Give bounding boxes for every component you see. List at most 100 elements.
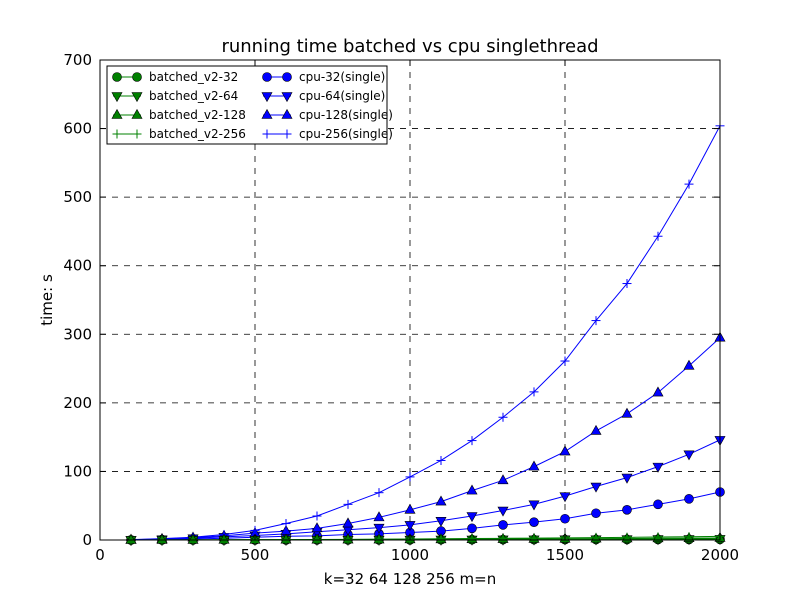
legend-entry: cpu-256(single)	[262, 127, 393, 141]
data-point	[343, 499, 353, 509]
legend-label: cpu-32(single)	[299, 70, 385, 84]
data-point	[591, 508, 601, 519]
x-tick-label: 1000	[391, 546, 429, 564]
x-tick-label: 2000	[701, 546, 739, 564]
data-point	[373, 511, 385, 522]
legend-marker	[111, 92, 123, 103]
y-tick-label: 700	[63, 51, 92, 69]
data-point	[621, 473, 633, 484]
data-point	[684, 494, 694, 504]
data-point	[497, 506, 509, 517]
data-point	[528, 500, 540, 511]
legend-entry: batched_v2-128	[111, 108, 246, 122]
x-axis-label: k=32 64 128 256 m=n	[324, 570, 496, 588]
data-point	[591, 533, 601, 543]
data-point	[498, 412, 508, 422]
legend-marker	[112, 72, 122, 82]
legend-marker	[261, 92, 273, 103]
legend: batched_v2-32 batched_v2-64 batched_v2-128…	[106, 65, 393, 145]
data-point	[683, 450, 695, 461]
data-point	[374, 534, 384, 544]
legend-label: batched_v2-128	[149, 108, 246, 122]
x-tick-label: 0	[95, 546, 105, 564]
y-tick-label: 0	[82, 531, 92, 549]
legend-entry: batched_v2-256	[112, 127, 246, 141]
data-point	[622, 279, 632, 289]
data-point	[559, 445, 571, 456]
data-point	[467, 523, 477, 534]
legend-entry: cpu-32(single)	[262, 70, 385, 84]
legend-entry: cpu-128(single)	[261, 108, 393, 122]
legend-marker	[281, 92, 293, 103]
chart-title: running time batched vs cpu singlethread	[221, 36, 598, 57]
legend-marker	[282, 129, 292, 139]
data-point	[467, 534, 477, 544]
data-point	[621, 407, 633, 418]
legend-entry: batched_v2-64	[111, 89, 238, 103]
legend-box	[106, 65, 388, 145]
legend-marker	[131, 108, 143, 119]
data-point	[342, 517, 354, 528]
legend-label: batched_v2-32	[149, 70, 238, 84]
x-tick-label: 500	[241, 546, 270, 564]
data-point	[374, 488, 384, 498]
legend-marker	[281, 108, 293, 119]
data-point	[498, 533, 508, 543]
data-point	[653, 231, 663, 241]
data-point	[590, 424, 602, 435]
data-point	[311, 522, 323, 533]
legend-marker	[111, 108, 123, 119]
data-point	[529, 387, 539, 397]
data-point	[281, 519, 291, 529]
data-point	[497, 474, 509, 485]
data-point	[529, 517, 539, 527]
legend-marker	[131, 92, 143, 103]
y-axis-label: time: s	[38, 274, 56, 326]
data-point	[436, 455, 446, 465]
data-point	[560, 356, 570, 366]
y-tick-label: 400	[63, 257, 92, 275]
data-point	[684, 179, 694, 189]
legend-label: batched_v2-64	[149, 89, 238, 103]
data-point	[436, 534, 446, 544]
data-point	[622, 505, 632, 515]
data-point	[559, 492, 571, 503]
y-tick-label: 200	[63, 394, 92, 412]
data-point	[467, 436, 477, 446]
y-tick-label: 600	[63, 120, 92, 138]
legend-label: cpu-128(single)	[299, 108, 393, 122]
data-point	[528, 460, 540, 471]
legend-marker	[112, 129, 122, 139]
data-point	[590, 482, 602, 493]
grid-lines	[100, 60, 720, 540]
data-point	[683, 359, 695, 370]
data-point	[250, 525, 260, 535]
legend-label: cpu-256(single)	[299, 127, 393, 141]
data-point	[312, 534, 322, 544]
data-point	[591, 316, 601, 326]
data-point	[560, 513, 570, 524]
y-tick-label: 500	[63, 188, 92, 206]
legend-marker	[261, 108, 273, 119]
data-point	[435, 495, 447, 506]
legend-marker	[132, 129, 142, 139]
data-point	[373, 523, 385, 534]
data-point	[466, 512, 478, 523]
series-line	[130, 337, 721, 541]
legend-label: cpu-64(single)	[299, 89, 385, 103]
series-cpu-256(single)	[126, 121, 725, 545]
legend-marker	[262, 72, 272, 82]
x-tick-label: 1500	[546, 546, 584, 564]
data-point	[404, 521, 416, 532]
data-point	[466, 484, 478, 495]
data-point	[652, 462, 664, 473]
legend-marker	[132, 72, 142, 82]
data-point	[653, 499, 663, 510]
data-point	[435, 516, 447, 527]
y-tick-label: 300	[63, 325, 92, 343]
data-point	[405, 472, 415, 482]
data-point	[652, 386, 664, 397]
legend-marker	[262, 129, 272, 139]
data-point	[343, 534, 353, 544]
